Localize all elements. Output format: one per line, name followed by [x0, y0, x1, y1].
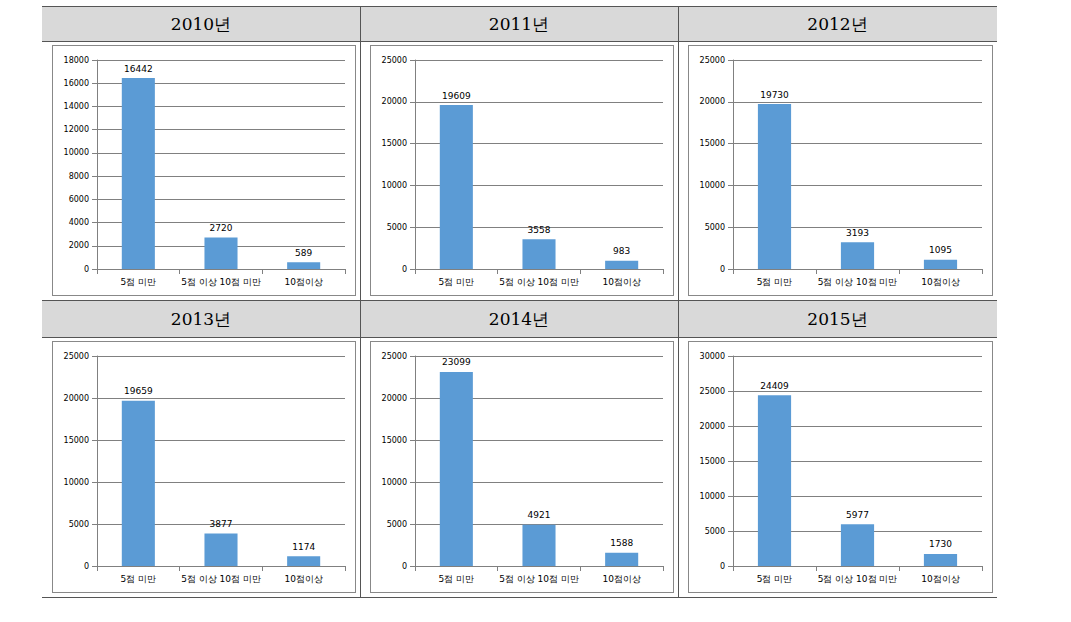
- svg-text:10점이상: 10점이상: [284, 277, 322, 287]
- html-text:2013년: 2013년: [170, 308, 232, 329]
- svg-text:5점 미만: 5점 미만: [757, 574, 793, 584]
- svg-text:1588: 1588: [610, 538, 633, 548]
- svg-text:5000: 5000: [69, 520, 89, 529]
- svg-text:25000: 25000: [64, 352, 89, 361]
- html-text:2012년: 2012년: [807, 13, 868, 34]
- svg-text:0: 0: [720, 562, 725, 571]
- svg-text:10000: 10000: [700, 181, 725, 190]
- svg-text:5점 미만: 5점 미만: [757, 277, 793, 287]
- svg-text:20000: 20000: [700, 422, 725, 431]
- svg-text:12000: 12000: [64, 125, 89, 134]
- svg-text:3193: 3193: [846, 228, 869, 238]
- svg-text:18000: 18000: [64, 56, 89, 65]
- svg-text:10000: 10000: [64, 478, 89, 487]
- svg-text:5점 이상 10점 미만: 5점 이상 10점 미만: [499, 574, 579, 584]
- svg-text:4921: 4921: [528, 510, 551, 520]
- html-text:2011년: 2011년: [488, 13, 550, 34]
- svg-text:20000: 20000: [64, 394, 89, 403]
- svg-text:10000: 10000: [382, 478, 407, 487]
- svg-text:14000: 14000: [64, 102, 89, 111]
- svg-text:19609: 19609: [442, 91, 471, 101]
- svg-text:589: 589: [295, 248, 312, 258]
- svg-text:0: 0: [402, 562, 407, 571]
- html-text:2010년: 2010년: [170, 13, 232, 34]
- svg-text:25000: 25000: [382, 56, 407, 65]
- svg-text:0: 0: [402, 265, 407, 274]
- svg-text:6000: 6000: [69, 195, 89, 204]
- svg-text:4000: 4000: [69, 218, 89, 227]
- svg-text:5점 미만: 5점 미만: [121, 277, 157, 287]
- svg-text:0: 0: [720, 265, 725, 274]
- svg-text:5점 미만: 5점 미만: [439, 277, 475, 287]
- svg-text:5000: 5000: [387, 520, 407, 529]
- svg-text:10000: 10000: [64, 148, 89, 157]
- svg-text:1730: 1730: [929, 539, 952, 549]
- svg-text:10점이상: 10점이상: [284, 574, 322, 584]
- svg-text:19730: 19730: [760, 90, 789, 100]
- svg-text:5점 미만: 5점 미만: [439, 574, 475, 584]
- svg-text:2720: 2720: [210, 223, 233, 233]
- svg-text:983: 983: [613, 246, 630, 256]
- svg-text:10점이상: 10점이상: [921, 574, 959, 584]
- svg-text:5점 미만: 5점 미만: [121, 574, 157, 584]
- svg-text:5000: 5000: [705, 527, 725, 536]
- svg-text:5점 이상 10점 미만: 5점 이상 10점 미만: [499, 277, 579, 287]
- svg-text:0: 0: [84, 265, 89, 274]
- svg-text:8000: 8000: [69, 172, 89, 181]
- svg-text:10점이상: 10점이상: [921, 277, 959, 287]
- svg-text:5점 이상 10점 미만: 5점 이상 10점 미만: [818, 574, 898, 584]
- svg-text:3877: 3877: [210, 519, 233, 529]
- svg-text:25000: 25000: [382, 352, 407, 361]
- svg-text:16000: 16000: [64, 79, 89, 88]
- svg-text:19659: 19659: [124, 386, 153, 396]
- svg-text:15000: 15000: [382, 436, 407, 445]
- svg-text:0: 0: [84, 562, 89, 571]
- svg-text:20000: 20000: [700, 97, 725, 106]
- svg-text:10점이상: 10점이상: [602, 277, 640, 287]
- svg-text:1174: 1174: [292, 542, 315, 552]
- svg-text:25000: 25000: [700, 56, 725, 65]
- svg-text:23099: 23099: [442, 357, 471, 367]
- svg-text:5000: 5000: [387, 223, 407, 232]
- svg-text:16442: 16442: [124, 64, 153, 74]
- svg-text:5점 이상 10점 미만: 5점 이상 10점 미만: [181, 574, 261, 584]
- svg-text:10000: 10000: [700, 492, 725, 501]
- html-text:2014년: 2014년: [488, 308, 550, 329]
- svg-text:5점 이상 10점 미만: 5점 이상 10점 미만: [181, 277, 261, 287]
- svg-text:15000: 15000: [700, 139, 725, 148]
- svg-text:15000: 15000: [382, 139, 407, 148]
- svg-text:1095: 1095: [929, 245, 952, 255]
- svg-text:25000: 25000: [700, 387, 725, 396]
- html-text:2015년: 2015년: [807, 308, 868, 329]
- svg-text:3558: 3558: [528, 225, 551, 235]
- svg-text:15000: 15000: [64, 436, 89, 445]
- svg-text:5점 이상 10점 미만: 5점 이상 10점 미만: [818, 277, 898, 287]
- svg-text:2000: 2000: [69, 241, 89, 250]
- svg-text:15000: 15000: [700, 457, 725, 466]
- svg-text:20000: 20000: [382, 97, 407, 106]
- svg-text:10점이상: 10점이상: [602, 574, 640, 584]
- svg-text:10000: 10000: [382, 181, 407, 190]
- svg-text:5977: 5977: [846, 510, 869, 520]
- svg-text:30000: 30000: [700, 352, 725, 361]
- svg-text:5000: 5000: [705, 223, 725, 232]
- svg-text:24409: 24409: [760, 381, 789, 391]
- svg-text:20000: 20000: [382, 394, 407, 403]
